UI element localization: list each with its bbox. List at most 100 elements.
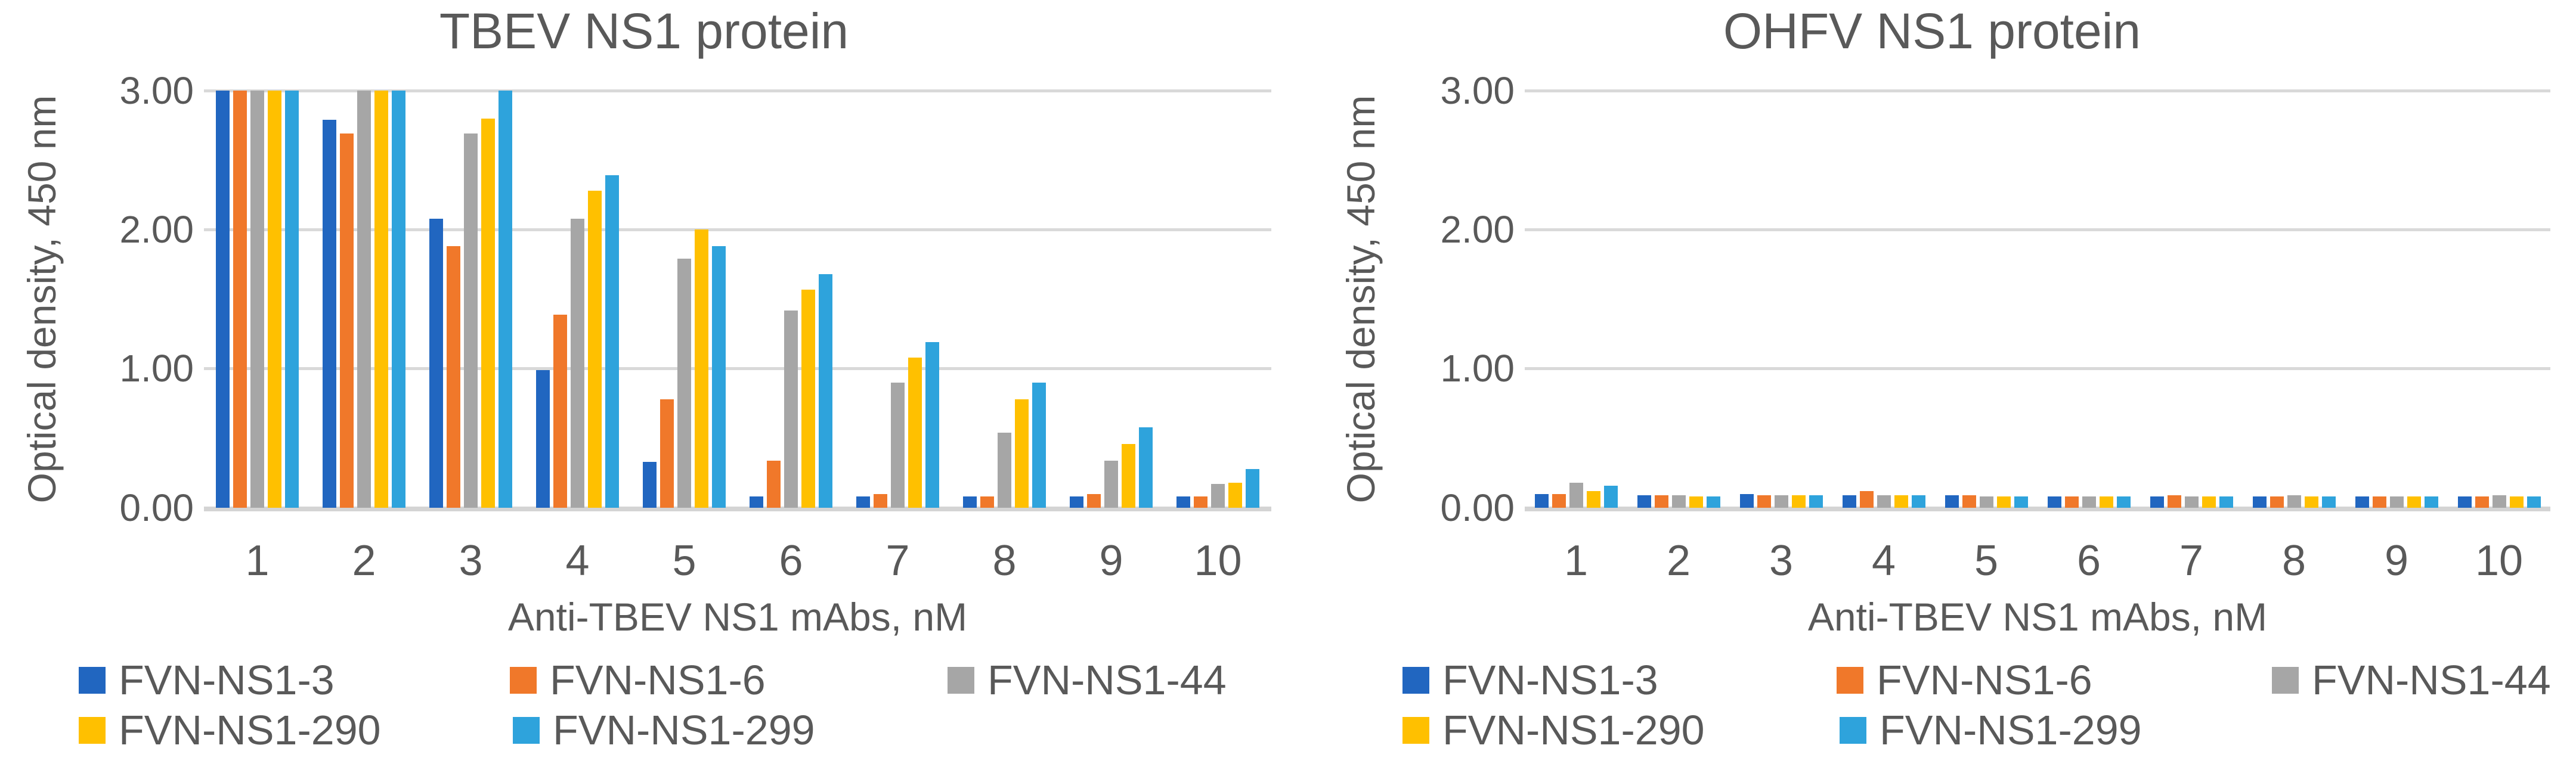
x-tick-label-5: 5 <box>1974 537 1999 585</box>
bar-FVN-NS1-44 <box>1774 495 1788 508</box>
bar-FVN-NS1-3 <box>643 462 657 508</box>
bar-FVN-NS1-6 <box>553 314 567 508</box>
legend-item: FVN-NS1-6 <box>1837 659 2092 701</box>
bar-FVN-NS1-6 <box>1962 495 1976 508</box>
bar-FVN-NS1-6 <box>2064 496 2079 508</box>
bar-FVN-NS1-44 <box>250 91 264 508</box>
bar-FVN-NS1-299 <box>1139 427 1153 508</box>
bar-FVN-NS1-290 <box>2304 496 2318 508</box>
bar-FVN-NS1-290 <box>1228 483 1242 508</box>
x-tick-label-8: 8 <box>2281 537 2306 585</box>
bar-FVN-NS1-290 <box>268 91 281 508</box>
bar-FVN-NS1-3 <box>750 496 763 508</box>
bar-FVN-NS1-44 <box>2287 495 2301 508</box>
gridline-1.00 <box>1525 367 2550 370</box>
legend-swatch-icon <box>510 666 537 694</box>
bar-FVN-NS1-290 <box>695 229 708 508</box>
bar-FVN-NS1-6 <box>767 460 781 508</box>
x-tick-labels-ohfv: 1 2 3 4 5 6 7 8 9 10 <box>1525 539 2550 587</box>
bar-FVN-NS1-299 <box>2321 496 2336 508</box>
y-tick-label: 2.00 <box>1440 208 1515 251</box>
bar-FVN-NS1-6 <box>980 496 994 508</box>
bar-FVN-NS1-299 <box>2116 496 2131 508</box>
legend-item: FVN-NS1-44 <box>2272 659 2551 701</box>
bar-group-9 <box>1058 91 1165 508</box>
x-tick-label-7: 7 <box>886 537 910 585</box>
x-tick-label-6: 6 <box>2076 537 2101 585</box>
plot-area-ohfv <box>1525 89 2550 511</box>
bar-FVN-NS1-290 <box>1015 399 1029 508</box>
bar-FVN-NS1-299 <box>2424 496 2438 508</box>
x-axis-title-tbev: Anti-TBEV NS1 mAbs, nM <box>507 595 968 639</box>
y-axis-title-ohfv: Optical density, 450 nm <box>1339 95 1383 504</box>
legend-swatch-icon <box>79 666 106 694</box>
bar-FVN-NS1-290 <box>2099 496 2113 508</box>
legend-item: FVN-NS1-6 <box>510 659 766 701</box>
bar-FVN-NS1-290 <box>1586 491 1600 508</box>
bar-FVN-NS1-299 <box>285 91 299 508</box>
bar-group-4 <box>524 91 631 508</box>
x-tick-label-5: 5 <box>672 537 696 585</box>
bar-FVN-NS1-44 <box>1211 484 1225 508</box>
bar-FVN-NS1-3 <box>1945 495 1959 508</box>
bar-FVN-NS1-6 <box>447 246 460 508</box>
bar-FVN-NS1-299 <box>1603 485 1618 508</box>
bar-group-2 <box>1627 91 1730 508</box>
y-tick-label: 1.00 <box>119 347 194 390</box>
legend-item: FVN-NS1-44 <box>948 659 1227 701</box>
bar-FVN-NS1-6 <box>2270 496 2284 508</box>
bar-FVN-NS1-290 <box>2407 496 2421 508</box>
chart-title-tbev: TBEV NS1 protein <box>439 3 849 59</box>
bar-FVN-NS1-3 <box>1842 495 1856 508</box>
bar-group-3 <box>417 91 524 508</box>
bar-FVN-NS1-3 <box>1739 493 1754 508</box>
bar-FVN-NS1-3 <box>856 496 870 508</box>
legend-item: FVN-NS1-3 <box>1402 659 1658 701</box>
bar-FVN-NS1-44 <box>571 218 584 508</box>
bar-FVN-NS1-3 <box>2355 496 2369 508</box>
y-axis-title-tbev: Optical density, 450 nm <box>20 95 64 504</box>
bar-FVN-NS1-299 <box>1246 468 1259 508</box>
x-tick-label-8: 8 <box>992 537 1017 585</box>
legend-swatch-icon <box>1402 666 1429 694</box>
bar-FVN-NS1-3 <box>429 218 443 508</box>
bar-FVN-NS1-299 <box>392 91 405 508</box>
bar-FVN-NS1-290 <box>1689 496 1703 508</box>
y-tick-label: 0.00 <box>119 486 194 529</box>
bar-FVN-NS1-44 <box>2389 496 2404 508</box>
legend-label: FVN-NS1-290 <box>1442 707 1705 753</box>
bar-FVN-NS1-44 <box>464 133 478 508</box>
bar-group-5 <box>1935 91 2038 508</box>
bar-FVN-NS1-299 <box>2014 496 2028 508</box>
bar-group-10 <box>1165 91 1271 508</box>
bar-FVN-NS1-3 <box>216 91 230 508</box>
legend-item: FVN-NS1-290 <box>1402 709 1705 751</box>
gridline-2.00 <box>204 228 1271 231</box>
plot-area-tbev <box>204 89 1271 511</box>
bar-FVN-NS1-6 <box>1859 491 1874 508</box>
y-tick-label: 2.00 <box>119 208 194 251</box>
legend-item: FVN-NS1-290 <box>79 709 381 751</box>
bar-FVN-NS1-6 <box>660 399 674 508</box>
bar-FVN-NS1-6 <box>1087 493 1101 508</box>
bar-FVN-NS1-3 <box>2252 496 2267 508</box>
legend-item: FVN-NS1-299 <box>513 709 815 751</box>
x-tick-label-1: 1 <box>245 537 270 585</box>
bar-FVN-NS1-299 <box>819 274 832 508</box>
bar-FVN-NS1-299 <box>712 246 726 508</box>
legend-label: FVN-NS1-3 <box>1442 657 1658 703</box>
bar-FVN-NS1-299 <box>1809 495 1823 508</box>
legend-item: FVN-NS1-299 <box>1840 709 2142 751</box>
bar-FVN-NS1-44 <box>1671 495 1686 508</box>
bar-FVN-NS1-44 <box>357 91 371 508</box>
bar-FVN-NS1-44 <box>2184 496 2199 508</box>
bar-FVN-NS1-44 <box>1979 496 1993 508</box>
bar-FVN-NS1-6 <box>2475 496 2489 508</box>
bar-FVN-NS1-44 <box>1569 483 1583 508</box>
gridline-3.00 <box>204 89 1271 92</box>
bar-FVN-NS1-290 <box>481 118 495 508</box>
legend-item: FVN-NS1-3 <box>79 659 335 701</box>
bar-FVN-NS1-299 <box>1911 495 1925 508</box>
bar-group-1 <box>204 91 311 508</box>
